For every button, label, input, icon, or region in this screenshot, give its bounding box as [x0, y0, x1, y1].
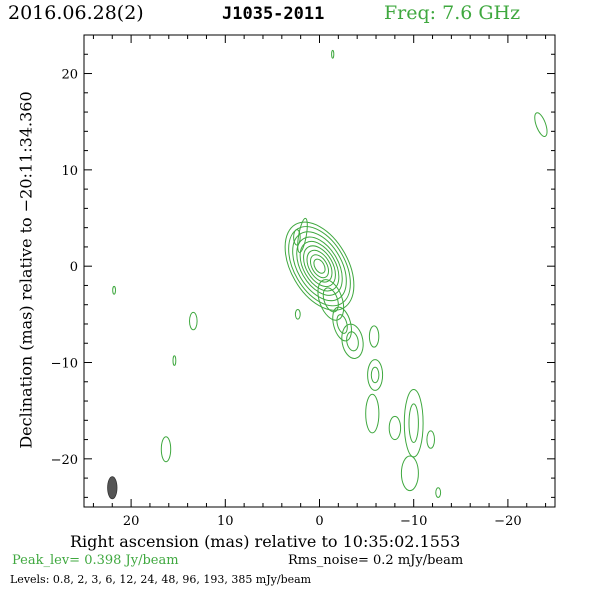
jet-component-contour — [367, 359, 384, 391]
core-contour — [303, 245, 336, 288]
peak-level: Peak_lev= 0.398 Jy/beam — [12, 553, 179, 568]
jet-component-contour — [435, 487, 442, 498]
core-contour — [284, 221, 355, 311]
y-tick-label: 0 — [70, 260, 78, 275]
jet-component-contour — [294, 309, 301, 320]
jet-component-contour — [534, 112, 548, 137]
core-contour — [296, 236, 343, 296]
x-tick-label: −20 — [494, 514, 521, 529]
x-tick-label: −10 — [400, 514, 427, 529]
x-tick-label: 20 — [123, 514, 140, 529]
rms-noise: Rms_noise= 0.2 mJy/beam — [288, 553, 464, 568]
jet-component-contour — [370, 366, 380, 384]
core-contour — [313, 258, 326, 274]
jet-component-contour — [368, 325, 380, 348]
jet-component-contour — [388, 415, 402, 441]
jet-component-contour — [408, 403, 419, 444]
jet-component-contour — [336, 314, 348, 334]
plot-frame — [83, 34, 556, 508]
y-tick-label: −10 — [51, 357, 78, 372]
core-contour — [292, 231, 347, 302]
jet-component-contour — [317, 279, 345, 321]
core-contour — [299, 240, 340, 292]
y-tick-label: 20 — [61, 68, 78, 83]
jet-component-contour — [293, 229, 301, 246]
jet-component-contour — [346, 331, 359, 352]
source-name: J1035-2011 — [222, 4, 325, 24]
core-contour — [288, 226, 351, 307]
x-tick-label: 10 — [217, 514, 234, 529]
contour-levels: Levels: 0.8, 2, 3, 6, 12, 24, 48, 96, 19… — [10, 573, 312, 586]
y-tick-label: −20 — [51, 453, 78, 468]
jet-component-contour — [160, 436, 172, 463]
x-axis-label: Right ascension (mas) relative to 10:35:… — [70, 532, 461, 551]
y-axis-label: Declination (mas) relative to −20:11:34.… — [16, 91, 36, 449]
jet-component-contour — [426, 430, 436, 449]
jet-component-contour — [331, 49, 335, 59]
core-contour — [309, 254, 330, 279]
beam-ellipse — [107, 476, 118, 500]
jet-component-contour — [112, 285, 116, 295]
jet-component-contour — [322, 287, 339, 313]
epoch-date: 2016.06.28(2) — [8, 2, 144, 24]
jet-component-contour — [403, 389, 424, 458]
y-tick-label: 10 — [61, 164, 78, 179]
jet-component-contour — [172, 355, 177, 366]
jet-component-contour — [341, 323, 364, 359]
core-contour — [306, 249, 333, 283]
jet-component-contour — [297, 217, 308, 253]
x-tick-label: 0 — [315, 514, 323, 529]
observing-frequency: Freq: 7.6 GHz — [384, 2, 521, 24]
jet-component-contour — [365, 393, 380, 434]
jet-component-contour — [189, 311, 198, 331]
jet-component-contour — [400, 455, 419, 492]
